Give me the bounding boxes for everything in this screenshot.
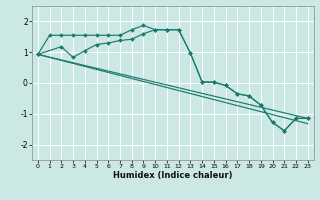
- X-axis label: Humidex (Indice chaleur): Humidex (Indice chaleur): [113, 171, 233, 180]
